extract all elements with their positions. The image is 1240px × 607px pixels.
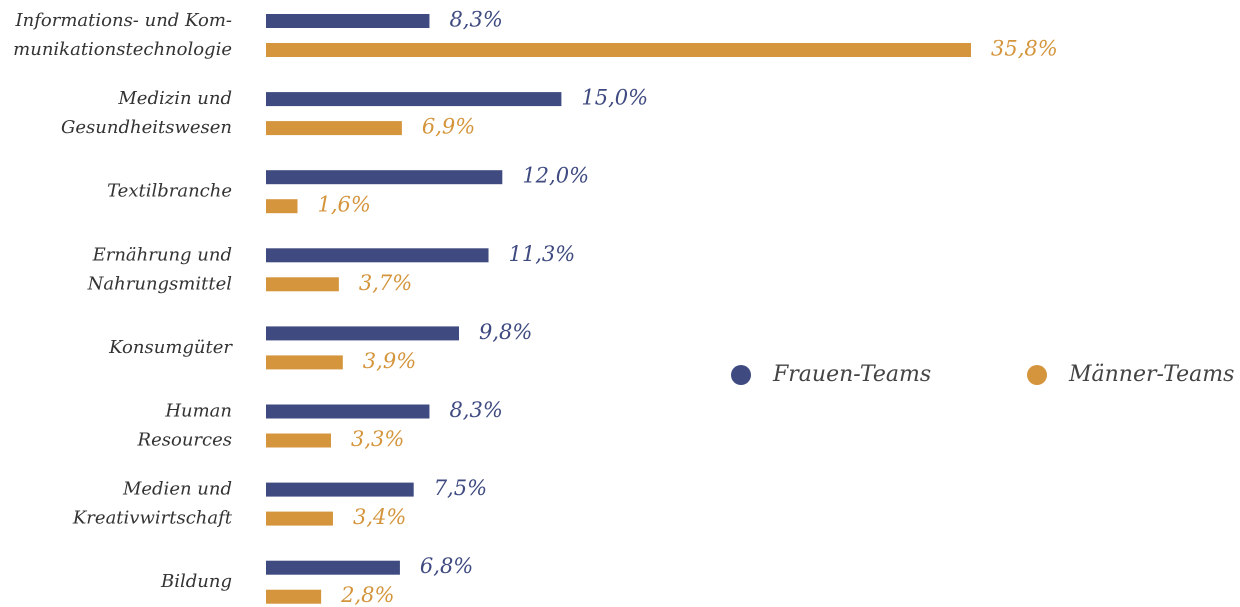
bar xyxy=(266,248,489,263)
bar xyxy=(266,92,562,107)
bar xyxy=(266,121,402,136)
legend-marker xyxy=(1027,365,1047,385)
value-label: 8,3% xyxy=(449,398,502,422)
value-label: 1,6% xyxy=(318,193,371,217)
legend-label: Männer-Teams xyxy=(1068,362,1234,387)
category-label: Informations- und Kom-munikationstechnol… xyxy=(13,10,232,60)
bar xyxy=(266,355,343,370)
value-label: 11,3% xyxy=(509,242,576,266)
legend-marker xyxy=(731,365,751,385)
value-label: 3,9% xyxy=(363,349,416,373)
value-label: 8,3% xyxy=(449,8,502,32)
bar xyxy=(266,433,331,448)
bar xyxy=(266,199,298,214)
category-label: Konsumgüter xyxy=(108,337,233,358)
category-label: Textilbranche xyxy=(107,181,232,202)
bar xyxy=(266,560,400,575)
value-label: 3,4% xyxy=(353,505,406,529)
category-label: Ernährung und Nahrungsmittel xyxy=(87,244,233,294)
value-label: 7,5% xyxy=(434,476,487,500)
value-label: 15,0% xyxy=(581,86,648,110)
value-label: 2,8% xyxy=(340,583,394,607)
value-label: 3,3% xyxy=(351,427,404,451)
category-label: Human Resources xyxy=(137,401,232,451)
category-label: Bildung xyxy=(160,571,232,592)
bar xyxy=(266,326,459,341)
value-label: 6,8% xyxy=(420,554,473,578)
legend-label: Frauen-Teams xyxy=(772,362,931,387)
category-label: Medien und Kreativwirtschaft xyxy=(72,479,233,529)
bar xyxy=(266,14,430,28)
bar xyxy=(266,511,333,526)
value-label: 35,8% xyxy=(991,37,1058,61)
category-label: Medizin und Gesundheitswesen xyxy=(61,88,232,138)
bar xyxy=(266,277,339,292)
bar xyxy=(266,589,322,604)
value-label: 12,0% xyxy=(522,164,589,188)
value-label: 3,7% xyxy=(359,271,412,295)
value-label: 6,9% xyxy=(422,115,475,139)
bar xyxy=(266,170,503,185)
bar xyxy=(266,43,971,57)
value-label: 9,8% xyxy=(479,320,532,344)
bar xyxy=(266,482,414,497)
bar xyxy=(266,404,430,419)
